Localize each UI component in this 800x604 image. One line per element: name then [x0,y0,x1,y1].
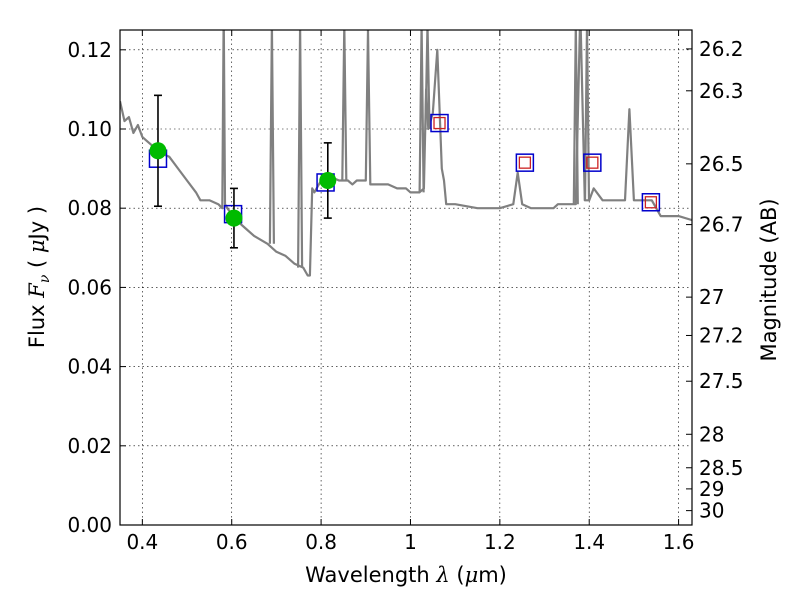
x-tick-label: 1.6 [663,530,695,554]
y-tick-label: 0.00 [67,513,112,537]
y-tick-label: 0.06 [67,275,112,299]
model-photometry-inner-square [644,196,658,209]
emission-line-spike [268,30,275,244]
plot-frame [119,29,693,526]
y2-tick-label: 26.2 [699,37,744,61]
y2-tick-label: 30 [699,499,724,523]
model-photometry-inner-square [433,116,446,130]
model-photometry-square [430,113,449,133]
y-tick-label: 0.10 [67,117,112,141]
model-photometry-square [583,153,602,172]
y2-tick-label: 28 [699,422,724,446]
y2-tick-label: 27.5 [699,369,744,393]
emission-line-spike [572,30,579,205]
observed-data-point [319,171,337,189]
observed-data-point [149,142,167,160]
emission-line-spike [424,30,431,130]
x-tick-label: 0.8 [305,530,337,554]
axis-ticks: 0.4 0.6 0.8 1 1.2 1.4 1.6 0.00 0.02 0.04 0.06 0.08 0… [67,30,744,554]
emission-line-spike [418,30,425,193]
observed-data-point [225,209,243,227]
model-photometry-square [641,193,661,212]
y-axis-label: Flux Fν ( μJy ) [25,206,53,348]
y2-tick-label: 26.5 [699,152,744,176]
y2-tick-label: 28.5 [699,456,744,480]
x-tick-label: 1.4 [573,530,605,554]
right-axis-label: Magnitude (AB) [757,198,781,361]
x-tick-label: 0.4 [126,530,158,554]
grid-lines [120,30,692,526]
model-photometry-square [515,153,535,172]
model-photometry-inner-square [586,156,599,169]
y2-tick-label: 26.7 [699,213,744,237]
y2-tick-label: 27.2 [699,323,744,347]
y2-tick-label: 27 [699,285,724,309]
y2-tick-label: 29 [699,477,724,501]
y-tick-label: 0.12 [67,38,112,62]
emission-line-spike [341,30,348,181]
x-tick-label: 0.6 [216,530,248,554]
y-tick-label: 0.02 [67,434,112,458]
model-photometry-inner-square [518,156,532,169]
plot-content [120,30,692,277]
emission-line-spike [583,30,591,201]
x-axis-label: Wavelength λ (μm) [305,563,507,587]
x-tick-label: 1 [404,530,417,554]
emission-line-spike [297,30,304,268]
y2-tick-label: 26.3 [699,79,744,103]
y-tick-label: 0.04 [67,355,112,379]
x-tick-label: 1.2 [484,530,516,554]
y-tick-label: 0.08 [67,196,112,220]
